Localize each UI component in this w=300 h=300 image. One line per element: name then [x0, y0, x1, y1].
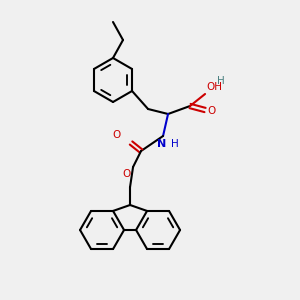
Text: N: N	[158, 139, 167, 149]
Text: H: H	[171, 139, 179, 149]
Text: O: O	[113, 130, 121, 140]
Text: OH: OH	[206, 82, 222, 92]
Text: H: H	[217, 76, 225, 86]
Text: O: O	[122, 169, 130, 179]
Text: O: O	[207, 106, 215, 116]
